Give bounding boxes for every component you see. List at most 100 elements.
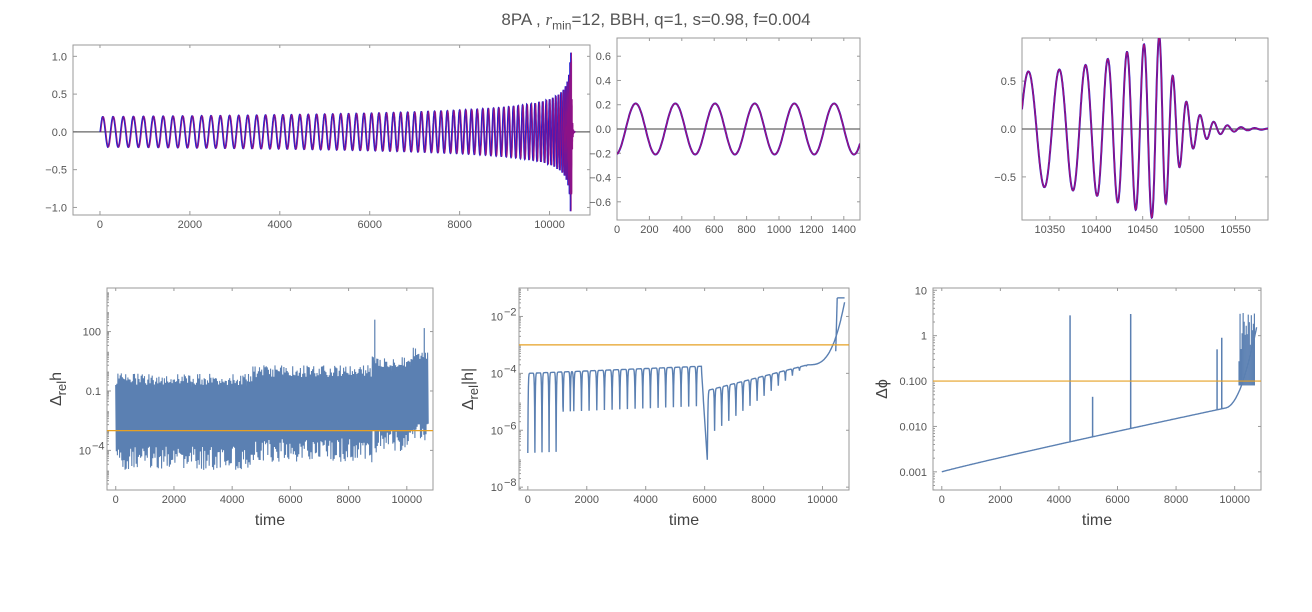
y-tick-label: 0.100 xyxy=(899,376,927,388)
x-axis-label: time xyxy=(255,512,285,529)
x-tick-label: 0 xyxy=(97,219,103,231)
y-axis-label: Δϕ xyxy=(874,379,891,399)
x-tick-label: 6000 xyxy=(1105,494,1129,506)
x-tick-label: 4000 xyxy=(268,219,292,231)
waveform-series xyxy=(1022,38,1268,220)
y-tick-label: 1 xyxy=(921,331,927,343)
x-tick-label: 0 xyxy=(113,494,119,506)
x-tick-label: 6000 xyxy=(692,494,716,506)
y-tick-label: 0.0 xyxy=(596,124,611,136)
x-tick-label: 6000 xyxy=(357,219,381,231)
x-tick-label: 1400 xyxy=(832,224,856,236)
error-series xyxy=(941,313,1258,473)
x-tick-label: 10450 xyxy=(1127,224,1158,236)
y-tick-label: −0.2 xyxy=(589,148,611,160)
y-tick-label: −0.5 xyxy=(45,165,67,177)
y-tick-exponent: −4 xyxy=(92,440,105,452)
x-tick-label: 10000 xyxy=(534,219,565,231)
y-tick-exponent: −8 xyxy=(504,477,517,489)
waveform-reference-line xyxy=(100,52,576,212)
y-tick-label: 10 xyxy=(491,425,503,437)
plot-frame xyxy=(518,287,850,491)
error-series xyxy=(527,297,846,460)
x-tick-label: 2000 xyxy=(178,219,202,231)
y-tick-exponent: −4 xyxy=(504,363,517,375)
x-tick-label: 1200 xyxy=(799,224,823,236)
y-tick-label: 10 xyxy=(491,368,503,380)
early-zoom-panel: 0 200 400 600 800 1000 1200 1400 −0.6 −0.4 −0.2 0.0… xyxy=(589,37,861,236)
x-tick-label: 4000 xyxy=(220,494,244,506)
x-tick-label: 0 xyxy=(614,224,620,236)
y-tick-label: 100 xyxy=(83,327,101,339)
x-tick-label: 4000 xyxy=(633,494,657,506)
x-tick-label: 8000 xyxy=(751,494,775,506)
x-tick-label: 600 xyxy=(705,224,723,236)
waveform-series xyxy=(617,102,860,156)
x-tick-label: 2000 xyxy=(575,494,599,506)
rel-error-h-panel: 0 2000 4000 6000 8000 10000 100 0.1 10 −4 time Δrel… xyxy=(48,287,434,529)
x-tick-label: 8000 xyxy=(447,219,471,231)
x-tick-label: 8000 xyxy=(336,494,360,506)
y-tick-label: 0.5 xyxy=(1001,76,1016,88)
waveform-reference-line xyxy=(1022,38,1268,219)
x-tick-label: 8000 xyxy=(1164,494,1188,506)
figure-title: 8PA , rmin=12, BBH, q=1, s=0.98, f=0.004 xyxy=(501,10,811,33)
y-axis-label: Δrel|h| xyxy=(460,368,481,410)
x-tick-label: 0 xyxy=(525,494,531,506)
plot-frame xyxy=(932,287,1262,491)
full-waveform-panel: 0 2000 4000 6000 8000 10000 −1.0 −0.5 0.0 0.5 1.0 xyxy=(45,44,591,231)
y-tick-label: 0.5 xyxy=(52,89,67,101)
y-tick-label: 0.6 xyxy=(596,51,611,63)
y-tick-label: −0.5 xyxy=(994,172,1016,184)
x-tick-label: 6000 xyxy=(278,494,302,506)
y-tick-label: −1.0 xyxy=(45,202,67,214)
x-axis-label: time xyxy=(1082,512,1112,529)
x-tick-label: 200 xyxy=(640,224,658,236)
error-line xyxy=(527,302,846,460)
x-tick-label: 10550 xyxy=(1220,224,1251,236)
plot-frame xyxy=(72,44,591,216)
x-tick-label: 800 xyxy=(737,224,755,236)
waveform-series xyxy=(99,52,576,212)
error-series xyxy=(115,319,429,470)
x-tick-label: 10350 xyxy=(1035,224,1066,236)
y-tick-label: 0.2 xyxy=(596,100,611,112)
y-tick-label: 10 xyxy=(79,445,91,457)
y-tick-label: 0.010 xyxy=(899,421,927,433)
waveform-model-line xyxy=(1022,38,1268,220)
y-axis-label: Δrelh xyxy=(48,372,69,406)
error-line-tail xyxy=(835,297,838,352)
x-tick-label: 1000 xyxy=(767,224,791,236)
phase-error-panel: 0 2000 4000 6000 8000 10000 10 1 0.100 0.010 0.001… xyxy=(874,285,1262,529)
x-tick-label: 10000 xyxy=(807,494,838,506)
waveform-reference-line xyxy=(617,102,860,156)
y-tick-label: 10 xyxy=(491,311,503,323)
y-tick-label: 0.0 xyxy=(1001,124,1016,136)
y-tick-exponent: −6 xyxy=(504,420,517,432)
y-tick-label: 0.4 xyxy=(596,75,611,87)
plot-frame xyxy=(106,287,434,491)
y-tick-exponent: −2 xyxy=(504,306,517,318)
x-tick-label: 10000 xyxy=(392,494,423,506)
x-tick-label: 4000 xyxy=(1047,494,1071,506)
y-tick-label: 0.0 xyxy=(52,127,67,139)
x-tick-label: 10500 xyxy=(1174,224,1205,236)
error-line xyxy=(115,347,429,470)
x-axis-label: time xyxy=(669,512,699,529)
x-tick-label: 10400 xyxy=(1081,224,1112,236)
y-tick-label: 0.001 xyxy=(899,467,927,479)
y-tick-label: −0.4 xyxy=(589,173,611,185)
y-tick-label: −0.6 xyxy=(589,197,611,209)
merger-zoom-panel: 10350 10400 10450 10500 10550 −0.5 0.0 0.5 xyxy=(994,37,1269,236)
x-tick-label: 10000 xyxy=(1219,494,1250,506)
y-tick-label: 0.1 xyxy=(86,386,101,398)
x-tick-label: 0 xyxy=(939,494,945,506)
y-tick-label: 1.0 xyxy=(52,51,67,63)
error-line xyxy=(941,327,1258,473)
y-tick-label: 10 xyxy=(491,482,503,494)
x-tick-label: 400 xyxy=(673,224,691,236)
x-tick-label: 2000 xyxy=(162,494,186,506)
y-tick-label: 10 xyxy=(915,285,927,297)
